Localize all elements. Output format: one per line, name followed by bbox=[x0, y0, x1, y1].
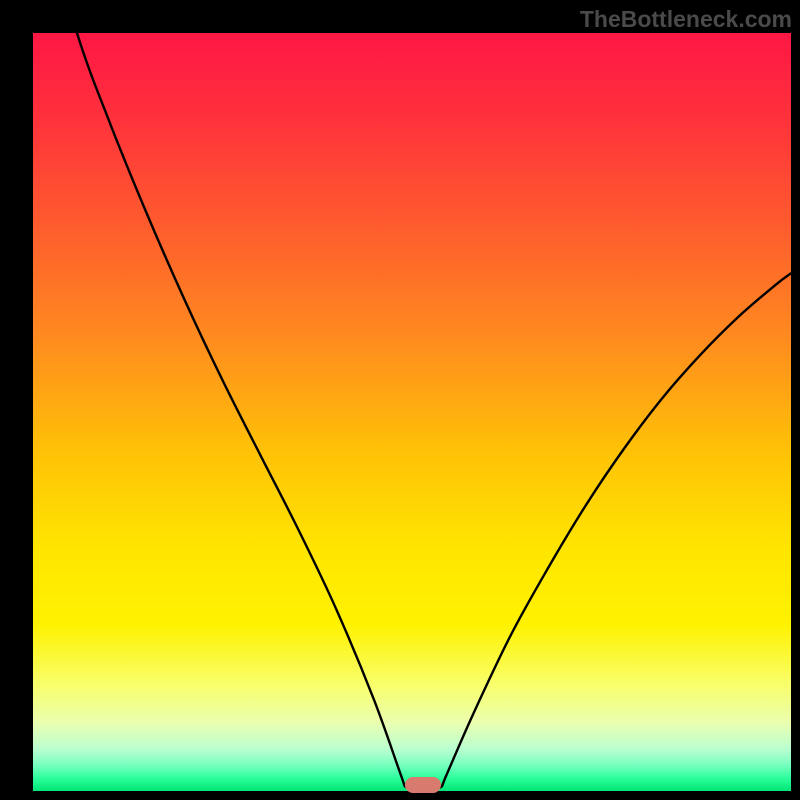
bottleneck-marker bbox=[405, 777, 441, 793]
watermark-text: TheBottleneck.com bbox=[580, 6, 792, 33]
chart-stage: TheBottleneck.com bbox=[0, 0, 800, 800]
bottleneck-curve bbox=[0, 0, 800, 800]
